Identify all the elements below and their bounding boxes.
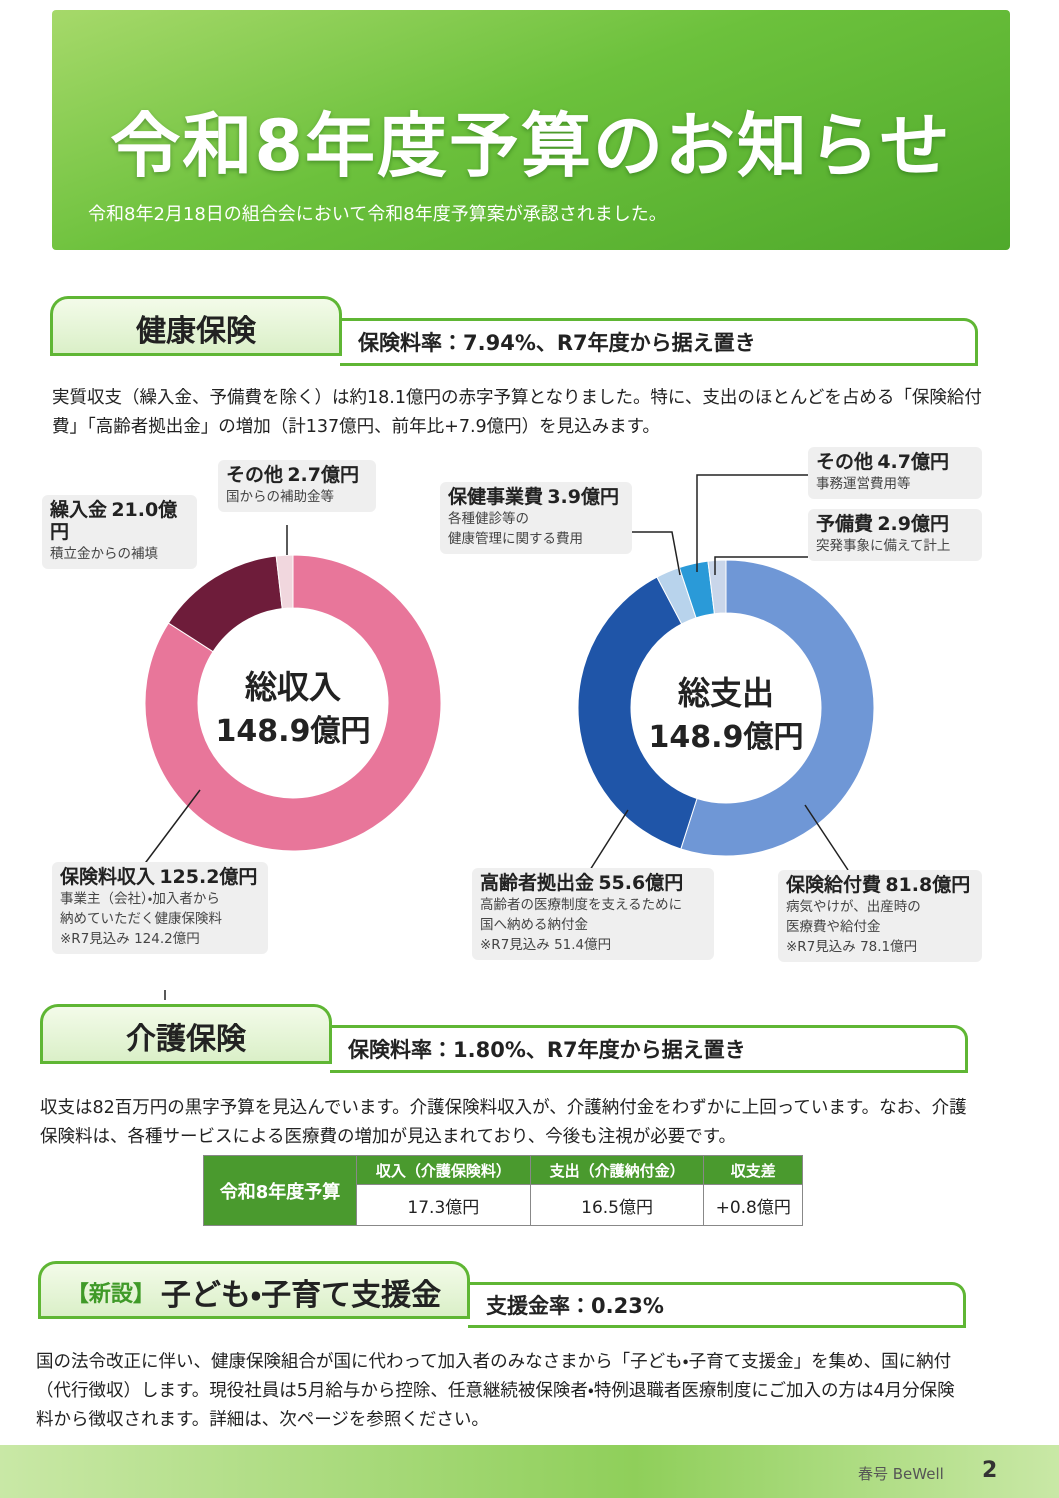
slice-note: ※R7見込み 124.2億円	[60, 931, 200, 947]
slice-label: 予備費 2.9億円突発事象に備えて計上	[808, 509, 982, 561]
tab-line	[50, 353, 342, 356]
tab-line	[38, 1316, 470, 1319]
label-head: その他 4.7億円	[816, 452, 974, 474]
column-header: 収入（介護保険料）	[356, 1155, 531, 1185]
section-rate: 保険料率：1.80%、R7年度から据え置き	[330, 1025, 968, 1073]
label-head: 保険料収入 125.2億円	[60, 867, 260, 889]
badge: 【新設】	[66, 1281, 155, 1307]
slice-note: ※R7見込み 78.1億円	[786, 939, 918, 955]
label-head: その他 2.7億円	[226, 465, 368, 487]
donut-center-total: 148.9億円	[215, 714, 371, 749]
section-rate: 保険料率：7.94%、R7年度から据え置き	[340, 318, 978, 366]
donut-center-title: 総支出	[677, 674, 774, 712]
slice-name: 保険料収入	[60, 866, 156, 888]
donut-slice	[707, 559, 727, 615]
footer-issue: 春号 BeWell	[858, 1465, 944, 1483]
body-text: 実質収支（繰入金、予備費を除く）は約18.1億円の赤字予算となりました。特に、支…	[52, 388, 982, 437]
leader	[164, 990, 166, 1000]
subtitle: 令和8年2月18日の組合会において令和8年度予算案が承認されました。	[88, 204, 667, 225]
slice-value: 2.7億円	[287, 464, 359, 486]
slice-note: 納めていただく健康保険料	[60, 911, 222, 927]
leader	[632, 531, 681, 576]
section-tab: 介護保険	[40, 1004, 332, 1064]
cell: 17.3億円	[356, 1184, 531, 1226]
slice-name: 繰入金	[50, 499, 108, 521]
slice-value: 125.2億円	[159, 866, 258, 888]
leader	[714, 556, 808, 575]
table-row: 令和8年度予算 収入（介護保険料） 支出（介護納付金） 収支差	[203, 1155, 803, 1226]
leader	[589, 809, 629, 871]
slice-label: 保険給付費 81.8億円病気やけが、出産時の 医療費や給付金 ※R7見込み 78.1…	[778, 870, 982, 962]
slice-name: その他	[816, 451, 874, 473]
cell: +0.8億円	[703, 1184, 803, 1226]
donut-slice	[577, 576, 698, 850]
label-head: 繰入金 21.0億円	[50, 500, 189, 544]
leader	[696, 474, 808, 572]
slice-name: その他	[226, 464, 284, 486]
slice-note: 各種健診等の	[448, 511, 529, 527]
row-header: 令和8年度予算	[203, 1155, 357, 1226]
slice-name: 保険給付費	[786, 874, 882, 896]
slice-value: 2.9億円	[877, 513, 949, 535]
slice-note: ※R7見込み 51.4億円	[480, 937, 612, 953]
label-head: 保健事業費 3.9億円	[448, 487, 624, 509]
slice-name: 予備費	[816, 513, 874, 535]
body-text: 国の法令改正に伴い、健康保険組合が国に代わって加入者のみなさまから「子ども・子育…	[36, 1352, 955, 1430]
label-head: 高齢者拠出金 55.6億円	[480, 873, 706, 895]
slice-note: 医療費や給付金	[786, 919, 881, 935]
slice-label: 繰入金 21.0億円積立金からの補填	[42, 495, 197, 569]
slice-label: 保険料収入 125.2億円事業主（会社）・加入者から 納めていただく健康保険料 ※R…	[52, 862, 268, 954]
label-head: 予備費 2.9億円	[816, 514, 974, 536]
leader	[804, 804, 849, 871]
donut-slice	[275, 554, 294, 610]
cell: 16.5億円	[529, 1184, 705, 1226]
slice-value: 81.8億円	[885, 874, 971, 896]
page-title: 令和8年度予算のお知らせ	[110, 105, 952, 187]
section-tab: 健康保険	[50, 296, 342, 356]
slice-note: 高齢者の医療制度を支えるために	[480, 897, 683, 913]
body-text: 収支は82百万円の黒字予算を見込んでいます。介護保険料収入が、介護納付金をわずか…	[40, 1098, 967, 1147]
slice-value: 3.9億円	[547, 486, 619, 508]
section-rate: 支援金率：0.23%	[468, 1282, 966, 1328]
slice-label: その他 4.7億円事務運営費用等	[808, 447, 982, 499]
slice-value: 4.7億円	[877, 451, 949, 473]
slice-name: 保健事業費	[448, 486, 544, 508]
slice-note: 事務運営費用等	[816, 476, 911, 492]
label-head: 保険給付費 81.8億円	[786, 875, 974, 897]
slice-label: その他 2.7億円国からの補助金等	[218, 460, 376, 512]
donut-center-title: 総収入	[244, 668, 341, 706]
tab-line	[40, 1061, 332, 1064]
tab-title: 子ども・子育て支援金	[160, 1277, 442, 1313]
footer-band	[0, 1445, 1059, 1498]
slice-label: 高齢者拠出金 55.6億円高齢者の医療制度を支えるために 国へ納める納付金 ※R7見…	[472, 868, 714, 960]
slice-note: 国からの補助金等	[226, 489, 334, 505]
table-row: 17.3億円 16.5億円 +0.8億円	[204, 1184, 803, 1226]
slice-value: 21.0億円	[50, 499, 178, 543]
header-banner	[52, 10, 1010, 250]
charts	[139, 474, 875, 1000]
page-number: 2	[982, 1458, 998, 1483]
slice-note: 病気やけが、出産時の	[786, 899, 921, 915]
donut-center-total: 148.9億円	[648, 720, 804, 755]
column-header: 支出（介護納付金）	[529, 1155, 705, 1185]
slice-note: 積立金からの補填	[50, 546, 158, 562]
column-header: 収支差	[703, 1155, 803, 1185]
leader	[139, 789, 201, 871]
slice-note: 事業主（会社）・加入者から	[60, 891, 220, 907]
section-tab: 【新設】 子ども・子育て支援金	[38, 1261, 470, 1319]
donut-slice	[680, 559, 875, 857]
slice-label: 保健事業費 3.9億円各種健診等の健康管理に関する費用	[440, 482, 632, 554]
slice-name: 高齢者拠出金	[480, 872, 595, 894]
donut-slice	[144, 554, 442, 852]
budget-table: 令和8年度予算 収入（介護保険料） 支出（介護納付金） 収支差 17.3億円 1…	[203, 1155, 803, 1226]
slice-note: 健康管理に関する費用	[448, 531, 583, 547]
slice-note: 突発事象に備えて計上	[816, 538, 951, 554]
leader-lines	[139, 474, 849, 1000]
slice-note: 国へ納める納付金	[480, 917, 588, 933]
slice-value: 55.6億円	[598, 872, 684, 894]
